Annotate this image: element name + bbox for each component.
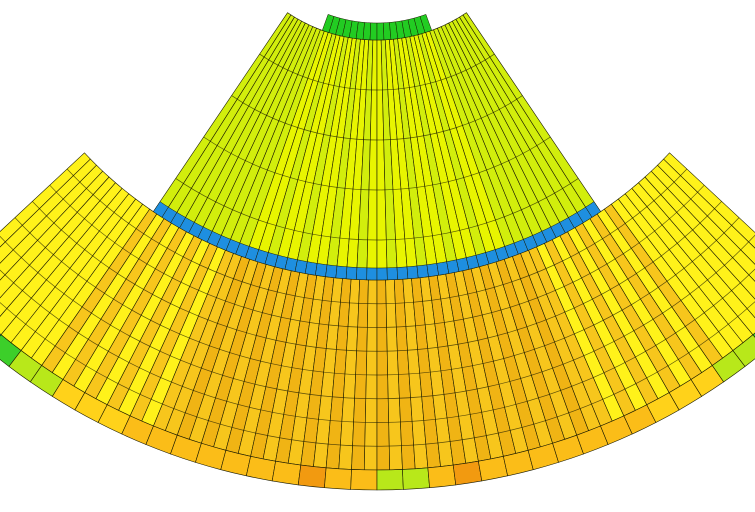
separator-band-segment: [315, 263, 328, 277]
outer-rim-segment: [752, 332, 755, 338]
separator-band-segment: [386, 267, 398, 281]
upper-hub-segment: [369, 22, 378, 41]
separator-band-segment: [366, 267, 378, 281]
lower-fan-segment: [644, 170, 755, 300]
upper-hub-segment: [419, 14, 432, 33]
separator-band-segment: [304, 261, 318, 276]
separator-band-segment: [376, 267, 388, 281]
separator-band-segment: [325, 264, 338, 279]
separator-band-segment: [416, 264, 429, 279]
separator-band-segment: [406, 265, 419, 280]
separator-band-segment: [335, 265, 348, 280]
upper-hub-segment: [376, 22, 385, 41]
lower-fan-ring: [0, 268, 755, 423]
lower-fan-ring: [14, 217, 740, 376]
upper-fan-ring: [175, 178, 579, 241]
lower-fan-ring: [32, 201, 722, 352]
separator-band-segment: [396, 266, 409, 280]
upper-fan-ring: [203, 136, 551, 191]
upper-hub: [322, 14, 432, 41]
separator-band-segment: [345, 266, 358, 280]
lower-fan-segment: [650, 164, 755, 282]
outer-rim-segment: [732, 334, 755, 367]
lower-fan-segment: [0, 170, 110, 299]
lower-fan-segment: [657, 158, 755, 265]
upper-hub-segment: [362, 22, 372, 41]
outer-rim-segment: [402, 467, 430, 490]
lower-fan-segment: [638, 176, 755, 319]
lower-fan-segment: [0, 176, 116, 317]
lower-fan-ring: [0, 301, 755, 447]
outer-rim-segment: [350, 469, 378, 491]
separator-band: [153, 201, 601, 281]
upper-fan-ring: [231, 95, 523, 141]
lower-fan-ring: [0, 234, 755, 400]
lower-fan-ring: [66, 168, 688, 305]
outer-rim-segment: [376, 469, 404, 491]
outer-rim-segment: [324, 467, 352, 490]
outer-rim: [0, 332, 755, 491]
separator-band-segment: [356, 267, 368, 281]
outer-rim-segment: [271, 460, 302, 486]
lower-fan-ring: [49, 184, 705, 328]
lower-fan-segment: [0, 158, 97, 264]
lower-fan-segment: [0, 164, 104, 281]
outer-rim-segment: [427, 464, 457, 489]
upper-fan-ring: [259, 53, 495, 91]
outer-rim-segment: [452, 460, 483, 486]
outer-rim-segment: [297, 464, 327, 489]
separator-band-segment: [585, 201, 601, 218]
lower-fan-segment: [663, 152, 755, 249]
lower-fan-segment: [0, 152, 91, 248]
